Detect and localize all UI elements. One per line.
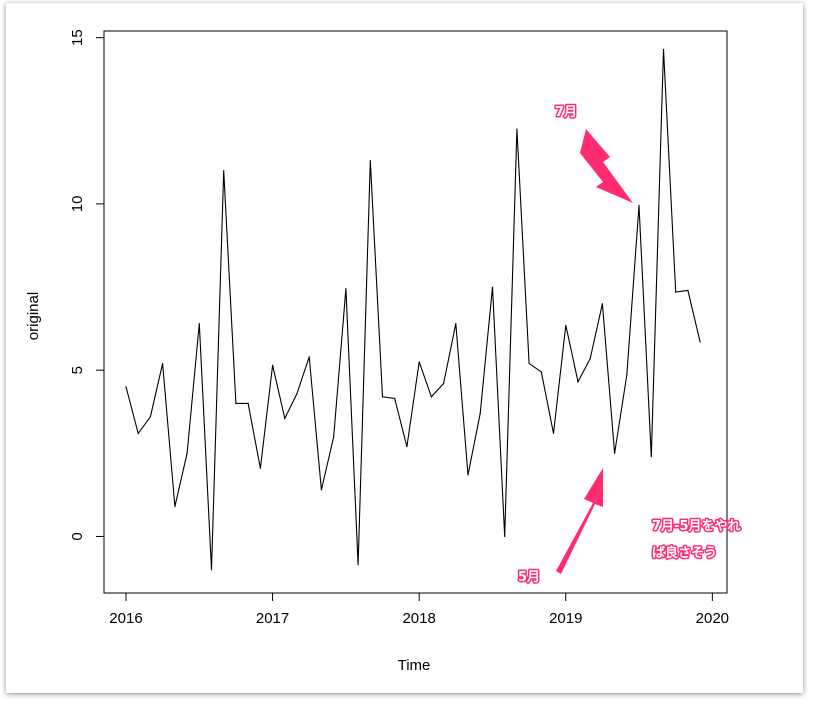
- data-points: [125, 48, 701, 571]
- annotation-may: 5月: [518, 570, 540, 585]
- data-point: [455, 323, 457, 325]
- data-point: [699, 341, 701, 343]
- y-tick-label: 10: [69, 196, 86, 213]
- data-point: [247, 402, 249, 404]
- data-point: [589, 358, 591, 360]
- x-tick-label: 2017: [256, 610, 289, 627]
- data-point: [394, 397, 396, 400]
- data-point: [369, 160, 371, 162]
- data-point: [406, 446, 408, 448]
- plot-box: [103, 30, 728, 594]
- data-point: [162, 362, 164, 365]
- data-point: [235, 402, 237, 404]
- data-point: [272, 364, 274, 366]
- data-point: [259, 467, 261, 469]
- x-tick-label: 2018: [402, 610, 435, 627]
- series-line: [125, 49, 701, 570]
- chart-frame: 0 5 10 15 2016 2017 2018 2019 2020 Time origina…: [6, 3, 803, 693]
- data-point: [320, 489, 322, 491]
- data-point: [210, 569, 213, 571]
- data-point: [381, 396, 384, 398]
- annotation-arrows: [556, 129, 633, 574]
- data-point: [601, 303, 604, 305]
- x-axis: 2016 2017 2018 2019 2020: [109, 592, 729, 627]
- data-point: [662, 48, 665, 50]
- data-point: [186, 452, 188, 454]
- data-point: [565, 324, 567, 326]
- data-point: [577, 381, 579, 383]
- arrow-july: [580, 129, 633, 203]
- x-tick-label: 2016: [109, 610, 142, 627]
- data-point: [198, 323, 200, 325]
- x-axis-title: Time: [398, 657, 431, 674]
- x-tick-label: 2019: [549, 610, 582, 627]
- data-point: [284, 417, 286, 419]
- x-tick-label: 2020: [696, 610, 729, 627]
- data-point: [516, 128, 518, 130]
- data-point: [638, 205, 640, 207]
- data-point: [626, 374, 628, 376]
- y-tick-label: 15: [69, 29, 86, 46]
- data-point: [479, 412, 481, 414]
- data-point: [528, 362, 530, 365]
- data-point: [308, 356, 310, 358]
- data-point: [174, 505, 176, 508]
- annotation-july: 7月: [555, 105, 577, 120]
- data-point: [430, 396, 432, 398]
- y-axis-title: original: [25, 292, 42, 340]
- data-point: [650, 456, 652, 458]
- data-point: [137, 432, 139, 434]
- data-point: [491, 286, 494, 288]
- annotation-note-line1: 7月-5月をやれ: [652, 519, 741, 534]
- data-point: [223, 170, 225, 172]
- y-axis: 0 5 10 15: [69, 29, 105, 541]
- data-point: [552, 432, 555, 434]
- data-point: [467, 474, 469, 476]
- arrow-may: [556, 468, 603, 574]
- line-chart: 0 5 10 15 2016 2017 2018 2019 2020 Time origina…: [25, 29, 742, 674]
- data-point: [675, 291, 677, 293]
- y-tick-label: 5: [69, 366, 86, 374]
- data-point: [418, 361, 420, 363]
- data-point: [504, 535, 506, 538]
- data-point: [125, 386, 127, 388]
- data-point: [357, 564, 359, 566]
- y-tick-label: 0: [69, 532, 86, 540]
- data-point: [540, 371, 542, 373]
- data-point: [614, 452, 616, 454]
- data-point: [443, 382, 445, 385]
- data-point: [149, 416, 151, 418]
- data-point: [345, 288, 347, 290]
- data-point: [333, 436, 335, 438]
- data-point: [687, 289, 689, 291]
- annotation-note-line2: ば良さそう: [652, 545, 717, 561]
- data-point: [296, 392, 298, 395]
